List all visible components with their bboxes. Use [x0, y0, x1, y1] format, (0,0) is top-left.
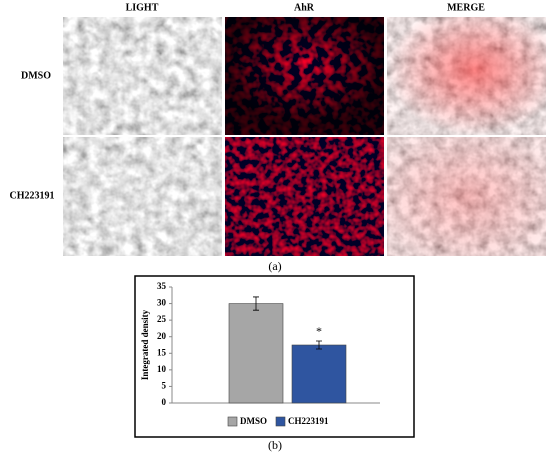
y-tick-label: 35 [157, 281, 167, 291]
ahr-image [225, 137, 384, 256]
legend-swatch [275, 416, 286, 427]
y-tick-label: 5 [162, 380, 167, 390]
legend-label: DMSO [240, 416, 267, 426]
error-bar [316, 340, 322, 350]
y-tick-label: 15 [157, 347, 167, 357]
column-header: MERGE [447, 2, 485, 13]
ahr-vignette [225, 17, 384, 135]
micrographs [63, 17, 546, 256]
legend-label: CH223191 [288, 416, 329, 426]
light-image [63, 17, 222, 135]
panel-label: (a) [268, 259, 281, 273]
bar [291, 344, 347, 404]
significance-mark: * [316, 324, 322, 338]
light-image [63, 137, 222, 256]
merge-overlay [387, 137, 546, 256]
y-tick-label: 0 [162, 397, 167, 407]
merge-overlay [387, 17, 546, 135]
error-bar [253, 296, 259, 311]
y-tick-label: 30 [157, 298, 167, 308]
y-tick-label: 10 [157, 364, 167, 374]
legend-swatch [227, 416, 238, 427]
row-label: DMSO [21, 70, 51, 81]
y-tick-label: 20 [157, 331, 167, 341]
panel-label: (b) [268, 438, 282, 452]
column-header: AhR [294, 2, 315, 13]
y-tick-label: 25 [157, 314, 167, 324]
column-header: LIGHT [126, 2, 159, 13]
row-label: CH223191 [10, 190, 55, 201]
bar [228, 303, 284, 404]
y-axis-label: Integrated density [140, 309, 150, 380]
